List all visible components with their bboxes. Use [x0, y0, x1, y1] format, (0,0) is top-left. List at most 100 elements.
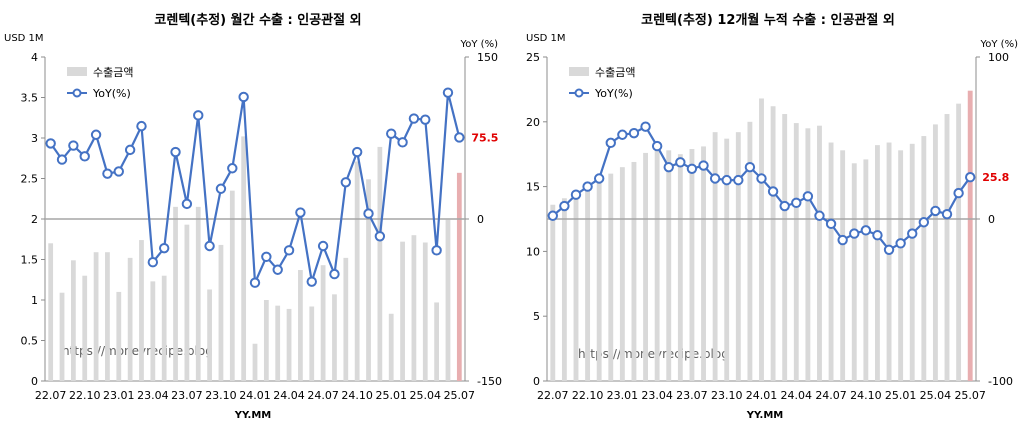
- chart2-bar: [701, 146, 706, 381]
- chart2-bar: [817, 125, 822, 381]
- chart1-x-tick-label: 23.07: [171, 389, 203, 402]
- chart2-bar: [631, 161, 637, 381]
- chart1-bar: [127, 257, 133, 381]
- chart2-x-tick-label: 25.01: [885, 389, 917, 402]
- chart2-bar: [875, 145, 880, 381]
- chart1-left-tick-label: 2: [31, 213, 38, 226]
- chart1-x-tick-label: 25.04: [410, 389, 442, 402]
- chart2-yoy-point: [617, 129, 628, 140]
- chart2-bar: [863, 159, 869, 381]
- chart2-yoy-point: [814, 210, 825, 221]
- chart1-legend-line-label: YoY(%): [92, 87, 131, 100]
- chart1-left-tick-label: 3: [31, 132, 38, 145]
- chart2-bar: [735, 132, 741, 381]
- chart1-yoy-point: [215, 183, 227, 194]
- chart1-bar: [434, 302, 440, 381]
- chart1-yoy-point: [147, 257, 159, 268]
- chart2-right-tick-label: -100: [988, 375, 1013, 388]
- chart1-yoy-point: [420, 114, 431, 125]
- chart2-bar: [805, 128, 811, 381]
- chart1-bar: [161, 275, 167, 381]
- chart2-x-tick-label: 24.01: [746, 389, 778, 402]
- chart2-bar: [828, 142, 834, 381]
- chart1-yoy-point: [454, 132, 465, 143]
- chart2-bar: [608, 173, 614, 381]
- chart2-yoy-point: [593, 173, 605, 184]
- chart2-bar: [909, 143, 915, 381]
- chart1-legend-bar-swatch: [67, 67, 87, 76]
- chart1-yoy-point: [79, 151, 90, 162]
- chart1-yoy-point: [340, 177, 352, 188]
- chart1-yoy-point: [386, 128, 397, 139]
- chart1-yoy-line: [49, 92, 461, 284]
- chart2-x-tick-label: 23.10: [711, 389, 743, 402]
- chart2-bar: [550, 204, 556, 381]
- chart2-yoy-point: [547, 210, 558, 221]
- chart1-yoy-point: [351, 146, 363, 158]
- chart1-bar: [139, 240, 144, 381]
- chart2-bar: [967, 90, 973, 382]
- chart1-yoy-point: [68, 140, 79, 151]
- chart1-title: 코렌텍(추정) 월간 수출 : 인공관절 외: [154, 12, 361, 28]
- chart1-bar: [105, 252, 110, 381]
- chart1-yoy-point: [45, 138, 56, 149]
- chart2-yoy-point: [930, 205, 941, 217]
- chart1-bar: [195, 206, 201, 381]
- chart2-yoy-point: [837, 234, 848, 246]
- chart1-yoy-point: [158, 242, 170, 254]
- chart1-bar: [411, 235, 417, 381]
- chart2-yoy-point: [733, 174, 744, 186]
- chart2-yoy-point: [918, 217, 930, 228]
- chart1-x-tick-label: 23.04: [137, 389, 169, 402]
- chart1-yoy-point: [317, 240, 329, 252]
- chart1-bar: [298, 270, 303, 381]
- chart2-yoy-point: [872, 230, 883, 241]
- chart1-bar: [445, 219, 451, 381]
- chart2-yoy-point: [709, 173, 721, 184]
- chart2-yoy-point: [663, 161, 674, 173]
- chart2-bar: [840, 150, 846, 381]
- chart1-yoy-point: [408, 113, 420, 124]
- chart1-bar: [252, 343, 258, 381]
- chart1-bar: [400, 241, 405, 381]
- chart2-yoy-point: [767, 186, 779, 197]
- chart2-yoy-point: [744, 161, 756, 173]
- chart2-right-unit: YoY (%): [980, 39, 1019, 50]
- chart2-yoy-point: [675, 157, 686, 168]
- chart1-x-tick-label: 24.07: [307, 389, 339, 402]
- chart1-bar: [93, 252, 99, 381]
- chart2-yoy-point: [825, 218, 837, 230]
- chart2-left-tick-label: 15: [526, 181, 540, 194]
- chart1-yoy-point: [90, 129, 102, 140]
- chart1-left-tick-label: 3.5: [21, 92, 39, 105]
- chart1-bar: [229, 190, 235, 381]
- chart2-bar: [677, 154, 683, 381]
- chart2-legend-line-label: YoY(%): [594, 87, 633, 100]
- chart1-bar: [320, 265, 326, 381]
- chart2-bar: [643, 152, 648, 381]
- chart1-bar: [366, 179, 371, 381]
- chart2-bar: [759, 98, 764, 382]
- chart2-bar: [932, 124, 938, 381]
- chart1-x-tick-label: 22.10: [69, 389, 101, 402]
- chart1-bar: [388, 313, 394, 381]
- chart2-yoy-point: [849, 228, 860, 239]
- chart2-x-tick-label: 22.07: [537, 389, 569, 402]
- chart2-yoy-point: [791, 197, 802, 209]
- chart1-right-tick-label: 0: [477, 213, 484, 226]
- chart1-bar: [116, 291, 122, 381]
- chart1-left-tick-label: 1: [31, 294, 38, 307]
- chart1-x-tick-label: 24.04: [273, 389, 305, 402]
- chart2-bar: [898, 150, 904, 381]
- chart2-bar: [851, 163, 857, 381]
- chart1-x-tick-label: 24.10: [341, 389, 373, 402]
- chart2-yoy-point: [570, 189, 582, 200]
- chart2-bar: [724, 138, 730, 381]
- chart2-yoy-point: [640, 121, 651, 132]
- chart1-bar: [275, 305, 281, 381]
- chart1-bar: [241, 136, 247, 381]
- chart2-x-tick-label: 23.07: [676, 389, 708, 402]
- chart1-bar: [286, 308, 292, 381]
